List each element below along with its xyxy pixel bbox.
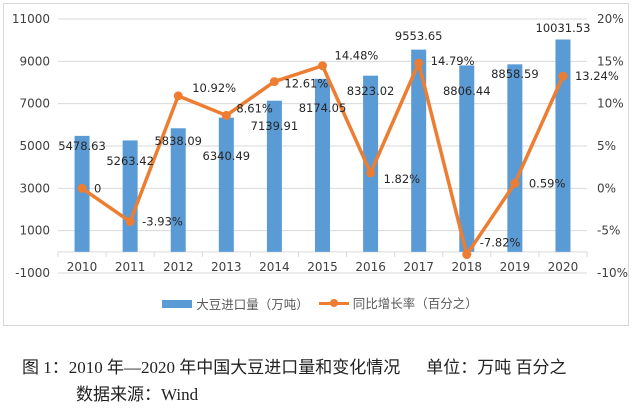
- x-tick-label: 2019: [500, 260, 531, 274]
- line-marker: [510, 178, 520, 188]
- bar: [459, 65, 475, 252]
- line-data-label: 14.79%: [431, 54, 475, 68]
- y-right-tick-label: -5%: [597, 224, 620, 238]
- bar: [170, 128, 186, 252]
- bar-data-label: 8806.44: [443, 84, 491, 98]
- x-tick-label: 2015: [307, 260, 338, 274]
- figure-caption: 图 1：2010 年—2020 年中国大豆进口量和变化情况: [22, 358, 401, 377]
- y-right-tick-label: 0%: [597, 181, 616, 195]
- source-note: 数据来源：Wind: [76, 385, 199, 404]
- y-left-tick-label: 3000: [19, 181, 50, 195]
- legend: 大豆进口量（万吨） 同比增长率（百分之）: [0, 293, 640, 313]
- bar: [555, 39, 571, 252]
- line-data-label: 1.82%: [384, 172, 421, 186]
- bar-data-label: 9553.65: [395, 29, 443, 43]
- line-data-label: -3.93%: [142, 215, 183, 229]
- x-tick-label: 2016: [355, 260, 386, 274]
- line-data-label: 8.61%: [236, 101, 273, 115]
- bar: [507, 64, 523, 252]
- bar-data-label: 6340.49: [203, 149, 251, 163]
- unit-note: 单位：万吨 百分之: [426, 358, 567, 377]
- bar-data-label: 8858.59: [491, 67, 539, 81]
- x-tick-label: 2017: [403, 260, 434, 274]
- y-right-tick-label: 20%: [597, 12, 624, 26]
- line-data-label: 12.61%: [284, 77, 328, 91]
- line-data-label: 13.24%: [575, 69, 619, 83]
- bar: [74, 135, 90, 252]
- y-right-tick-label: 15%: [597, 54, 624, 68]
- y-left-tick-label: 9000: [19, 54, 50, 68]
- y-left-tick-label: 7000: [19, 97, 50, 111]
- y-right-tick-label: 10%: [597, 97, 624, 111]
- line-marker: [125, 217, 135, 227]
- bar-data-label: 10031.53: [536, 21, 591, 35]
- bar-data-label: 5838.09: [154, 134, 202, 148]
- caption-row: 图 1：2010 年—2020 年中国大豆进口量和变化情况 单位：万吨 百分之: [22, 353, 567, 378]
- line-marker: [366, 168, 376, 178]
- line-data-label: 10.92%: [192, 81, 236, 95]
- y-left-tick-label: 1000: [19, 224, 50, 238]
- line-data-label: 0.59%: [529, 176, 566, 190]
- line-marker: [414, 58, 424, 68]
- y-left-tick-label: 5000: [19, 139, 50, 153]
- x-tick-label: 2012: [163, 260, 194, 274]
- legend-label-line: 同比增长率（百分之）: [352, 296, 478, 311]
- line-marker: [173, 91, 183, 101]
- x-tick-label: 2018: [451, 260, 482, 274]
- line-marker: [318, 61, 327, 71]
- bar-data-label: 5478.63: [58, 139, 106, 153]
- y-left-tick-label: 11000: [12, 12, 50, 26]
- legend-label-bar: 大豆进口量（万吨）: [196, 297, 309, 312]
- line-data-label: 14.48%: [335, 49, 379, 63]
- line-marker: [558, 71, 568, 81]
- y-left-tick-label: -1000: [15, 266, 50, 280]
- bar: [218, 117, 234, 252]
- x-tick-label: 2020: [548, 260, 579, 274]
- legend-swatch-line: [318, 298, 349, 308]
- x-tick-label: 2011: [115, 260, 146, 274]
- x-tick-label: 2014: [259, 260, 290, 274]
- line-data-label: 0: [94, 181, 101, 195]
- x-tick-label: 2010: [67, 260, 98, 274]
- line-marker: [77, 183, 87, 193]
- legend-item-line: 同比增长率（百分之）: [318, 293, 478, 312]
- bar-data-label: 8323.02: [347, 84, 395, 98]
- x-tick-label: 2013: [211, 260, 242, 274]
- bar: [363, 75, 379, 252]
- line-marker: [269, 77, 279, 87]
- line-marker: [462, 250, 472, 260]
- line-data-label: -7.82%: [480, 236, 521, 250]
- bar: [266, 100, 282, 252]
- y-right-tick-label: 5%: [597, 139, 616, 153]
- legend-swatch-bar: [162, 299, 193, 308]
- line-marker: [221, 110, 231, 120]
- chart-svg: -1000 1000 3000 5000 7000 9000 11000 -10% -5% 0% 5…: [12, 12, 628, 280]
- bar-data-label: 7139.91: [251, 119, 299, 133]
- bar: [315, 78, 330, 252]
- bar: [411, 49, 427, 252]
- bar-data-label: 5263.42: [106, 154, 154, 168]
- bar-data-label: 8174.05: [299, 101, 347, 115]
- y-right-tick-label: -10%: [597, 266, 628, 280]
- legend-item-bar: 大豆进口量（万吨）: [162, 294, 309, 313]
